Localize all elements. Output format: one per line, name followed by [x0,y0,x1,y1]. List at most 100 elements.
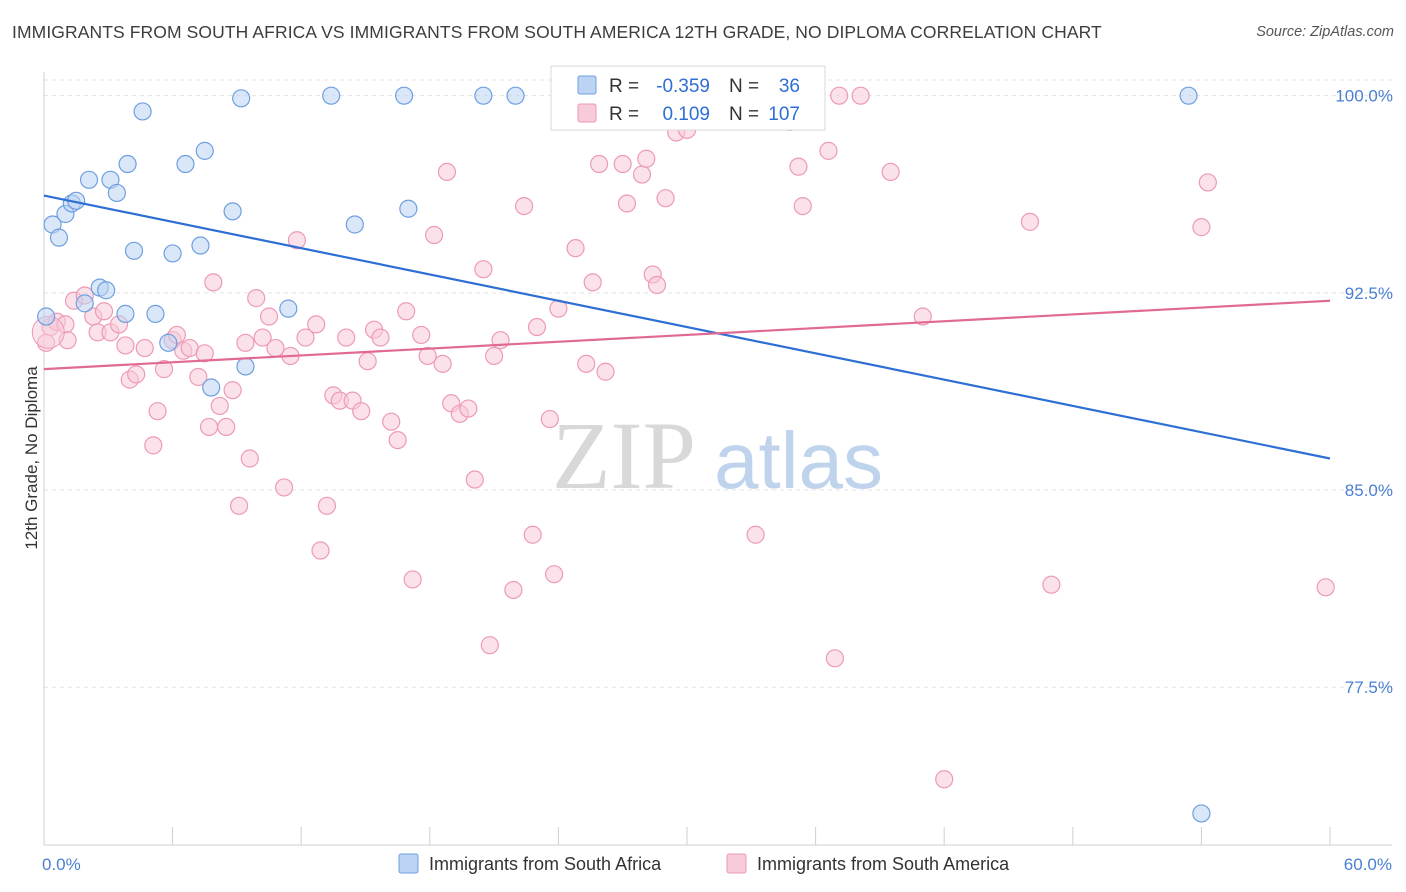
bottom-legend-label-south-america: Immigrants from South America [757,854,1010,874]
point-south-america [307,315,326,334]
point-south-africa [37,307,56,326]
point-south-america [577,354,596,373]
source-label: Source: ZipAtlas.com [1256,24,1394,40]
point-south-america [127,365,146,384]
point-south-africa [107,183,126,203]
point-south-america [830,86,849,105]
point-south-america [1316,578,1335,597]
point-south-africa [176,154,195,174]
point-south-america [613,154,632,174]
point-south-africa [118,154,137,174]
point-south-america [485,346,504,366]
watermark-zip: ZIP [552,402,696,509]
point-south-america [465,470,484,489]
point-south-america [480,636,499,655]
point-south-america [459,399,478,418]
point-south-america [371,328,390,347]
point-south-africa [399,199,418,218]
point-south-america [287,231,307,250]
point-south-america [566,239,585,258]
point-south-america [382,412,401,431]
bottom-legend: Immigrants from South Africa Immigrants … [398,853,1010,874]
legend-r-value-south-america: 0.109 [662,104,710,125]
stats-legend-box [550,65,826,131]
point-south-africa [146,304,165,323]
point-south-africa [116,304,135,323]
point-south-africa [474,86,493,105]
legend-swatch-south-america [577,103,597,123]
point-south-america [259,307,279,326]
point-south-america [632,165,652,184]
point-south-africa [202,378,221,397]
point-south-america [793,196,812,216]
point-south-america [424,225,444,245]
point-south-africa [133,102,152,121]
point-south-africa [1192,804,1211,823]
watermark: ZIP atlas [552,402,883,509]
point-south-america [515,196,534,216]
point-south-america [135,338,154,358]
point-south-america [412,325,431,345]
point-south-america [504,580,523,600]
y-tick-label: 100.0% [1335,87,1393,106]
legend-n-value-south-america: 107 [768,104,800,125]
point-south-america [253,328,272,347]
legend-n-label: N = [729,76,759,97]
point-south-america [474,260,493,279]
point-south-africa [236,357,255,376]
point-south-africa [163,244,182,263]
point-south-africa [232,89,251,108]
point-south-america [337,328,356,347]
y-tick-label: 77.5% [1345,678,1393,697]
point-south-america [388,430,407,450]
point-south-america [199,417,219,437]
point-south-america [523,525,542,544]
point-south-america [403,570,422,589]
point-south-africa [394,86,414,105]
x-tick-label-max: 60.0% [1344,855,1392,874]
point-south-america [913,307,932,326]
point-south-america [274,478,294,497]
legend-r-label: R = [609,104,639,125]
point-south-america [397,302,416,321]
point-south-america [217,417,236,437]
point-south-america [647,275,667,295]
point-south-africa [124,241,144,260]
point-south-america [229,496,249,515]
point-south-america [189,367,208,387]
series-south-america-points [31,86,1335,789]
point-south-america [527,317,547,337]
point-south-africa [279,299,298,318]
point-south-america [596,362,615,381]
axes [43,72,1392,846]
point-south-america [746,525,765,544]
point-south-america [210,396,229,416]
stats-legend: R = -0.359 N = 36 R = 0.109 N = 107 [550,65,826,131]
point-south-america [1042,575,1061,594]
point-south-america [236,333,255,352]
point-south-america [1192,218,1211,237]
point-south-america [247,289,266,308]
point-south-america [789,157,808,176]
point-south-america [358,352,377,371]
point-south-america [437,162,457,182]
legend-n-value-south-africa: 36 [779,76,800,97]
point-south-africa [79,170,99,189]
point-south-america [154,360,174,379]
trend-line-south-africa [43,194,1331,460]
grid-lines [44,79,1392,688]
point-south-america [540,409,559,429]
point-south-america [583,273,602,292]
point-south-america [433,354,452,373]
legend-n-label: N = [729,104,759,125]
point-south-africa [97,281,116,300]
point-south-america [317,496,337,515]
point-south-america [545,565,564,584]
y-tick-label: 85.0% [1345,481,1393,500]
series-south-africa-points [37,86,1211,823]
point-south-america [116,336,135,355]
x-tick-marks [43,827,1331,845]
y-tick-label: 92.5% [1345,284,1393,303]
trend-line-south-america [43,299,1331,371]
